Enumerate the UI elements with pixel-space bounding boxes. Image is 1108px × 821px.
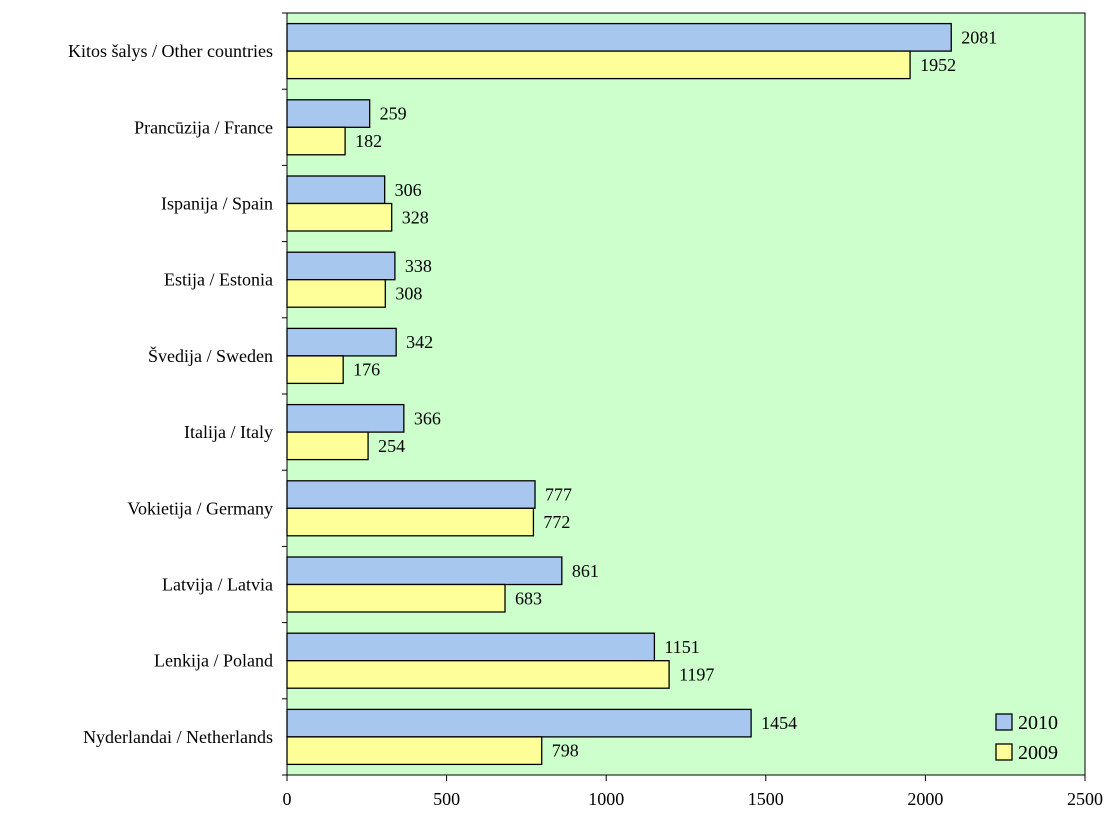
data-label-latvia-2009: 683 — [515, 588, 542, 608]
data-label-italy-2009: 254 — [378, 436, 405, 456]
bar-france-2009 — [286, 126, 346, 156]
category-label-germany: Vokietija / Germany — [127, 498, 273, 518]
data-label-poland-2009: 1197 — [679, 664, 714, 684]
legend-swatch-2010 — [995, 713, 1013, 731]
data-label-spain-2009: 328 — [402, 207, 429, 227]
x-tick-label: 1500 — [748, 789, 784, 809]
category-label-netherlands: Nyderlandai / Netherlands — [83, 727, 273, 747]
data-label-france-2009: 182 — [355, 131, 382, 151]
bar-italy-2009 — [286, 431, 369, 461]
bar-poland-2010 — [286, 632, 656, 662]
data-label-netherlands-2010: 1454 — [761, 713, 797, 733]
category-label-estonia: Estija / Estonia — [164, 270, 273, 290]
bar-spain-2009 — [286, 202, 393, 232]
bar-spain-2010 — [286, 175, 386, 205]
x-axis: 0 500 1000 1500 2000 2500 — [283, 775, 1103, 809]
bar-france-2010 — [286, 99, 371, 128]
data-label-sweden-2010: 342 — [406, 332, 433, 352]
category-label-italy: Italija / Italy — [184, 422, 273, 442]
data-label-italy-2010: 366 — [414, 408, 441, 428]
bar-other-countries-2010 — [286, 22, 952, 52]
category-label-other-countries: Kitos šalys / Other countries — [68, 41, 273, 61]
legend-label-2010: 2010 — [1018, 712, 1058, 734]
y-axis-ticks — [282, 12, 287, 776]
bar-estonia-2009 — [286, 279, 386, 308]
legend-swatch-2009 — [995, 743, 1013, 761]
x-tick-label: 2500 — [1067, 789, 1103, 809]
x-tick-label: 500 — [433, 789, 460, 809]
data-label-spain-2010: 306 — [395, 180, 422, 200]
bar-sweden-2010 — [286, 327, 397, 357]
data-label-other-countries-2010: 2081 — [961, 27, 997, 47]
legend-label-2009: 2009 — [1018, 742, 1058, 764]
bar-italy-2010 — [286, 403, 405, 433]
data-label-other-countries-2009: 1952 — [920, 55, 956, 75]
bar-other-countries-2009 — [286, 50, 911, 80]
data-label-france-2010: 259 — [380, 104, 407, 124]
data-label-germany-2010: 777 — [545, 485, 572, 505]
bar-estonia-2010 — [286, 251, 396, 281]
category-label-poland: Lenkija / Poland — [154, 651, 273, 671]
bar-netherlands-2009 — [286, 736, 543, 766]
data-label-sweden-2009: 176 — [353, 360, 380, 380]
data-label-netherlands-2009: 798 — [552, 741, 579, 761]
data-label-estonia-2009: 308 — [395, 283, 422, 303]
data-label-germany-2009: 772 — [543, 512, 570, 532]
bar-netherlands-2010 — [286, 708, 752, 738]
category-label-sweden: Švedija / Sweden — [148, 345, 273, 366]
x-tick-label: 2000 — [907, 789, 943, 809]
data-label-latvia-2010: 861 — [572, 561, 599, 581]
bar-latvia-2009 — [286, 583, 506, 613]
legend: 2010 2009 — [995, 712, 1058, 764]
bar-germany-2009 — [286, 507, 535, 537]
category-labels-group: Kitos šalys / Other countries Prancūzija … — [68, 41, 273, 747]
bar-germany-2010 — [286, 480, 536, 509]
x-tick-label: 0 — [283, 789, 292, 809]
data-label-estonia-2010: 338 — [405, 256, 432, 276]
bars-group — [286, 22, 952, 766]
x-tick-label: 1000 — [588, 789, 624, 809]
bar-sweden-2009 — [286, 355, 344, 385]
data-label-poland-2010: 1151 — [664, 637, 699, 657]
category-label-france: Prancūzija / France — [134, 117, 273, 137]
category-label-latvia: Latvija / Latvia — [162, 575, 273, 595]
bar-latvia-2010 — [286, 556, 563, 586]
bar-poland-2009 — [286, 660, 670, 689]
category-label-spain: Ispanija / Spain — [161, 194, 273, 214]
